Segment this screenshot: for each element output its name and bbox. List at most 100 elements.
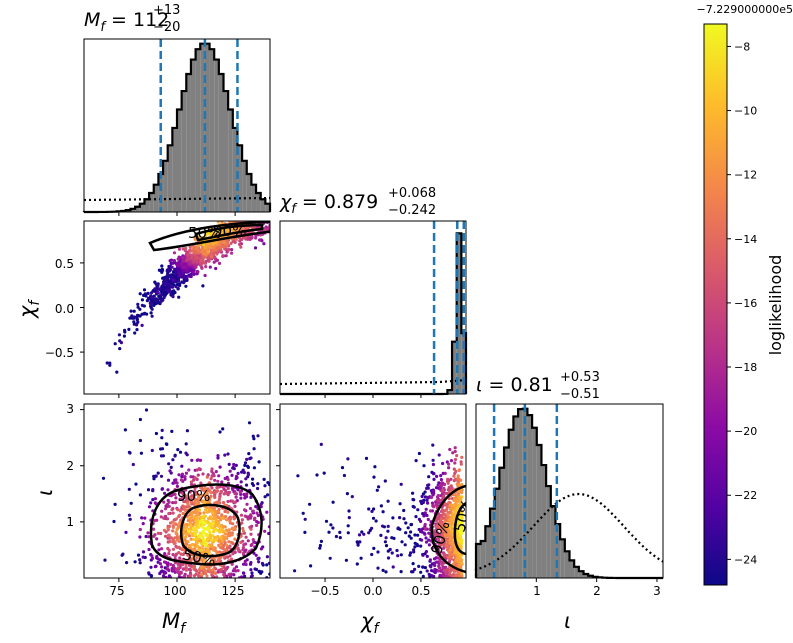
mf-iota-point-1053 <box>189 537 193 541</box>
mf-iota-point-401 <box>249 516 253 520</box>
mf-iota-point-533 <box>188 490 192 494</box>
mf-iota-point-1360 <box>214 528 218 532</box>
mf-iota-point-48 <box>251 434 255 438</box>
mf-iota-point-171 <box>246 473 251 477</box>
mf-iota-point-34 <box>129 501 133 505</box>
hist-bar-iota-3 <box>490 508 495 578</box>
mf-chi-point-116 <box>152 303 156 307</box>
mf-chi-point-732 <box>186 253 190 257</box>
mf-iota-point-424 <box>213 478 217 482</box>
mf-iota-point-695 <box>219 559 223 563</box>
chi-iota-point-18 <box>423 566 427 570</box>
mf-iota-point-489 <box>233 504 237 508</box>
contour-90-mf-chi <box>148 221 270 252</box>
mf-iota-point-1086 <box>232 526 236 531</box>
mf-iota-point-659 <box>184 565 188 570</box>
mf-iota-point-75 <box>127 487 131 491</box>
mf-iota-point-927 <box>173 522 177 526</box>
mf-iota-point-896 <box>171 529 175 533</box>
mf-chi-point-1248 <box>216 221 220 224</box>
chi-iota-point-195 <box>426 501 430 505</box>
chi-iota-point-163 <box>396 554 400 558</box>
chi-iota-point-153 <box>357 533 362 537</box>
mf-chi-point-375 <box>181 269 185 273</box>
xlabel-mf-sub: f <box>180 621 187 637</box>
mf-chi-point-47 <box>127 327 131 331</box>
chi-iota-point-47 <box>391 516 395 520</box>
chi-iota-point-106 <box>412 498 416 502</box>
mf-chi-point-229 <box>132 315 137 319</box>
mf-iota-point-379 <box>246 539 250 543</box>
mf-iota-point-215 <box>216 454 220 458</box>
chi-iota-point-1077 <box>459 512 463 516</box>
chi-iota-point-536 <box>441 543 445 547</box>
mf-iota-point-496 <box>159 515 163 519</box>
mf-iota-point-130 <box>131 462 135 467</box>
mf-iota-point-1283 <box>195 516 199 520</box>
mf-iota-point-633 <box>215 575 219 578</box>
chi-iota-point-133 <box>386 556 391 560</box>
mf-iota-point-500 <box>201 472 205 476</box>
mf-iota-point-188 <box>242 571 246 575</box>
mf-iota-point-631 <box>225 555 229 559</box>
chi-iota-point-838 <box>459 571 463 576</box>
mf-chi-point-1013 <box>234 238 238 242</box>
mf-chi-point-1125 <box>200 248 204 252</box>
chi-iota-point-53 <box>374 519 378 523</box>
mf-iota-point-1247 <box>184 533 188 537</box>
chi-iota-point-1061 <box>460 541 464 545</box>
chi-iota-point-137 <box>409 551 413 555</box>
mf-iota-point-640 <box>197 571 201 575</box>
mf-iota-point-931 <box>170 520 175 524</box>
chi-iota-point-543 <box>459 462 463 466</box>
mf-iota-point-676 <box>249 527 253 531</box>
chi-iota-point-74 <box>338 536 342 540</box>
panel-frame-iota-hist <box>475 403 664 579</box>
mf-chi-point-1244 <box>211 242 215 246</box>
mf-iota-point-37 <box>276 496 279 499</box>
mf-iota-point-148 <box>223 453 227 457</box>
chi-iota-point-116 <box>303 517 307 521</box>
chi-iota-point-221 <box>423 511 427 515</box>
mf-iota-point-856 <box>229 540 233 545</box>
mf-iota-point-219 <box>254 553 258 557</box>
chi-iota-point-183 <box>432 574 436 578</box>
chi-iota-point-861 <box>448 503 452 507</box>
mf-chi-point-1187 <box>208 245 212 249</box>
chi-iota-point-129 <box>347 516 351 520</box>
mf-iota-point-1097 <box>225 543 229 547</box>
mf-chi-point-263 <box>167 269 171 273</box>
chi-iota-point-367 <box>453 461 457 465</box>
mf-iota-point-359 <box>146 531 150 535</box>
mf-iota-point-643 <box>215 486 219 490</box>
colorbar-ticklabel-6: −20 <box>734 425 757 438</box>
mf-iota-point-598 <box>167 548 171 553</box>
mf-iota-point-1384 <box>205 533 209 538</box>
mf-iota-point-471 <box>179 571 183 575</box>
chi-iota-point-119 <box>370 552 374 557</box>
mf-iota-point-486 <box>152 534 156 539</box>
mf-iota-point-309 <box>153 501 157 505</box>
mf-iota-point-122 <box>271 423 274 426</box>
chi-iota-point-90 <box>356 543 360 547</box>
mf-chi-point-258 <box>162 295 166 300</box>
mf-iota-point-19 <box>257 460 261 464</box>
chi-iota-point-78 <box>404 521 408 525</box>
chi-iota-point-342 <box>436 494 440 498</box>
mf-iota-point-414 <box>238 490 242 494</box>
mf-iota-point-675 <box>219 567 224 571</box>
chi-iota-point-360 <box>453 449 457 454</box>
mf-iota-point-974 <box>187 534 192 538</box>
chi-iota-scatter <box>293 442 464 578</box>
mf-iota-point-97 <box>256 434 260 438</box>
mf-iota-point-53 <box>273 556 276 559</box>
mf-chi-point-701 <box>195 260 199 264</box>
chi-iota-point-466 <box>441 488 445 492</box>
colorbar-ticklabel-8: −24 <box>734 553 757 566</box>
colorbar-ticklabel-2: −12 <box>734 169 757 182</box>
mf-iota-point-1155 <box>200 556 205 560</box>
mf-chi-point-337 <box>189 274 193 279</box>
chi-iota-point-938 <box>460 561 464 566</box>
mf-iota-point-67 <box>127 450 131 454</box>
mf-iota-point-272 <box>239 496 243 500</box>
